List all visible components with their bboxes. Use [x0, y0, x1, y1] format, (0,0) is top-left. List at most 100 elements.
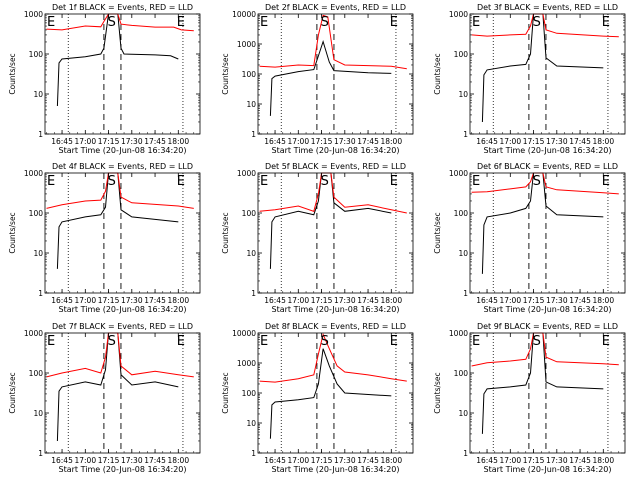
y-tick-label: 1000 — [237, 359, 256, 368]
panel-title: Det 1f BLACK = Events, RED = LLD — [52, 3, 193, 12]
x-tick-label: 18:00 — [380, 456, 402, 465]
marker-e-start: E — [472, 15, 480, 30]
marker-s: S — [321, 334, 329, 349]
x-tick-label: 17:45 — [569, 296, 591, 305]
x-axis-label: Start Time (20-Jun-08 16:34:20) — [272, 146, 400, 155]
y-tick-label: 100 — [242, 70, 257, 79]
x-tick-label: 17:45 — [357, 296, 379, 305]
y-tick-label: 10 — [246, 100, 256, 109]
x-tick-label: 18:00 — [167, 137, 189, 146]
y-tick-label: 10 — [458, 90, 468, 99]
x-tick-label: 16:45 — [51, 456, 73, 465]
x-tick-label: 17:15 — [311, 296, 333, 305]
events-series — [481, 332, 604, 434]
x-tick-label: 16:45 — [51, 296, 73, 305]
y-tick-label: 10 — [246, 249, 256, 258]
x-tick-label: 16:45 — [264, 296, 286, 305]
x-tick-label: 16:45 — [476, 456, 498, 465]
y-tick-label: 1000 — [24, 329, 43, 338]
panel-title: Det 4f BLACK = Events, RED = LLD — [52, 162, 193, 171]
panel-det-8: Det 8f BLACK = Events, RED = LLD E S E 1 10 10… — [221, 322, 414, 474]
marker-s: S — [533, 15, 541, 30]
x-tick-label: 16:45 — [264, 456, 286, 465]
x-tick-label: 17:00 — [499, 456, 521, 465]
marker-e-end: E — [177, 174, 185, 189]
x-tick-label: 18:00 — [167, 456, 189, 465]
events-series — [56, 172, 179, 269]
y-axis-label: Counts/sec — [221, 212, 230, 253]
marker-e-start: E — [260, 15, 268, 30]
y-tick-label: 10000 — [232, 10, 256, 19]
x-tick-label: 17:30 — [546, 456, 568, 465]
y-axis-label: Counts/sec — [221, 53, 230, 94]
panel-det-3: Det 3f BLACK = Events, RED = LLD E S E 1 10 10… — [433, 3, 626, 155]
marker-s: S — [533, 334, 541, 349]
lld-series — [259, 332, 407, 383]
y-tick-label: 100 — [29, 50, 44, 59]
y-tick-label: 1 — [38, 289, 43, 298]
x-tick-label: 17:00 — [287, 137, 309, 146]
events-series — [56, 332, 179, 442]
y-axis-label: Counts/sec — [8, 372, 17, 413]
marker-e-end: E — [390, 174, 398, 189]
x-tick-label: 17:45 — [357, 456, 379, 465]
y-tick-label: 1 — [38, 449, 43, 458]
y-tick-label: 1 — [463, 130, 468, 139]
panel-det-1: Det 1f BLACK = Events, RED = LLD E S E 1 10 10… — [8, 3, 201, 155]
x-tick-label: 17:30 — [334, 296, 356, 305]
y-tick-label: 100 — [29, 369, 44, 378]
x-axis-label: Start Time (20-Jun-08 16:34:20) — [59, 146, 187, 155]
marker-e-start: E — [47, 334, 55, 349]
y-tick-label: 1 — [251, 449, 256, 458]
y-tick-label: 1 — [251, 130, 256, 139]
y-axis-label: Counts/sec — [433, 53, 442, 94]
x-tick-label: 17:45 — [144, 456, 166, 465]
y-tick-label: 1000 — [24, 10, 43, 19]
x-tick-label: 17:30 — [334, 137, 356, 146]
x-axis-label: Start Time (20-Jun-08 16:34:20) — [59, 305, 187, 314]
marker-e-start: E — [472, 334, 480, 349]
panel-title: Det 8f BLACK = Events, RED = LLD — [265, 322, 406, 331]
x-tick-label: 18:00 — [380, 296, 402, 305]
marker-s: S — [108, 174, 116, 189]
y-axis-label: Counts/sec — [433, 372, 442, 413]
events-series — [481, 13, 604, 123]
x-tick-label: 17:15 — [523, 137, 545, 146]
marker-e-start: E — [472, 174, 480, 189]
y-axis-label: Counts/sec — [433, 212, 442, 253]
panel-title: Det 6f BLACK = Events, RED = LLD — [477, 162, 618, 171]
x-tick-label: 17:45 — [357, 137, 379, 146]
x-axis-label: Start Time (20-Jun-08 16:34:20) — [272, 305, 400, 314]
x-tick-label: 17:15 — [523, 296, 545, 305]
x-tick-label: 17:00 — [499, 296, 521, 305]
y-tick-label: 100 — [29, 209, 44, 218]
marker-e-start: E — [260, 174, 268, 189]
x-axis-label: Start Time (20-Jun-08 16:34:20) — [484, 305, 612, 314]
y-tick-label: 10 — [33, 409, 43, 418]
lld-series — [471, 332, 619, 367]
panel-title: Det 3f BLACK = Events, RED = LLD — [477, 3, 618, 12]
y-tick-label: 1000 — [449, 329, 468, 338]
panel-title: Det 5f BLACK = Events, RED = LLD — [265, 162, 406, 171]
plot-frame — [44, 332, 201, 454]
x-tick-label: 17:45 — [569, 456, 591, 465]
y-tick-label: 1000 — [24, 169, 43, 178]
x-tick-label: 17:45 — [569, 137, 591, 146]
x-tick-label: 17:15 — [523, 456, 545, 465]
plot-frame — [44, 172, 201, 294]
lld-series — [471, 13, 619, 38]
y-tick-label: 10 — [33, 90, 43, 99]
panel-det-7: Det 7f BLACK = Events, RED = LLD E S E 1 10 10… — [8, 322, 201, 474]
x-axis-label: Start Time (20-Jun-08 16:34:20) — [484, 465, 612, 474]
panel-det-9: Det 9f BLACK = Events, RED = LLD E S E 1 10 10… — [433, 322, 626, 474]
panel-det-6: Det 6f BLACK = Events, RED = LLD E S E 1 10 10… — [433, 162, 626, 314]
plot-frame — [469, 172, 626, 294]
x-tick-label: 18:00 — [592, 456, 614, 465]
x-tick-label: 17:30 — [121, 456, 143, 465]
x-tick-label: 16:45 — [476, 137, 498, 146]
x-tick-label: 17:30 — [546, 296, 568, 305]
marker-s: S — [108, 15, 116, 30]
marker-s: S — [321, 174, 329, 189]
marker-e-start: E — [260, 334, 268, 349]
